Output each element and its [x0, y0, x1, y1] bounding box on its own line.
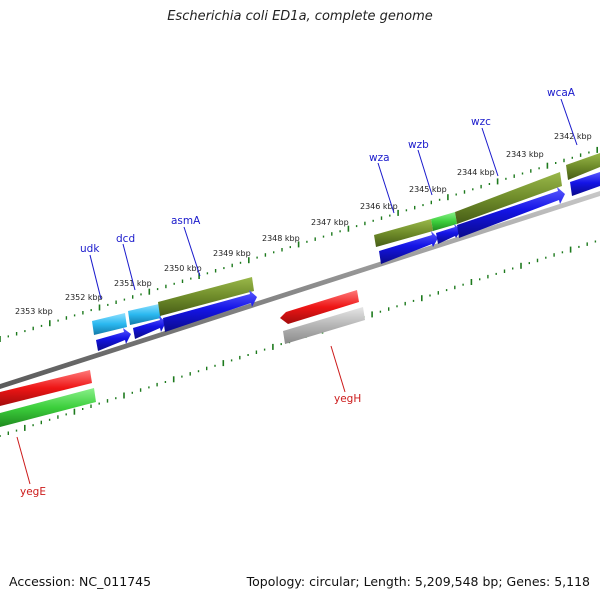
- scale-label-2344: 2344 kbp: [457, 168, 495, 177]
- wzc-leader: [481, 127, 499, 177]
- wza-arrow[interactable]: [379, 231, 438, 264]
- yegH-shadow-feature[interactable]: [283, 307, 365, 344]
- asmA-leader: [183, 226, 201, 277]
- scale-label-2343: 2343 kbp: [506, 150, 544, 159]
- genome-summary: Topology: circular; Length: 5,209,548 bp…: [246, 574, 590, 589]
- scale-label-2347: 2347 kbp: [311, 218, 349, 227]
- gene-labels: udk dcd asmA wza wzb wzc wcaA yegH yegE: [20, 87, 576, 498]
- upper-tick-row: [0, 146, 599, 342]
- map-title: Escherichia coli ED1a, complete genome: [167, 9, 433, 24]
- dcd-leader: [122, 243, 136, 291]
- wzb-arrow[interactable]: [436, 224, 461, 244]
- wzb-leader: [417, 149, 433, 196]
- scale-label-2352: 2352 kbp: [65, 293, 103, 302]
- wcaA-arrow[interactable]: [570, 172, 600, 196]
- forward-features: [92, 153, 600, 335]
- gene-label-yegE[interactable]: yegE: [20, 486, 46, 498]
- wzc-arrow[interactable]: [457, 187, 565, 238]
- reverse-features: [0, 290, 365, 427]
- gene-label-wzc[interactable]: wzc: [471, 116, 491, 128]
- yegE-shadow-feature[interactable]: [0, 388, 96, 427]
- wzc-feature[interactable]: [455, 172, 562, 224]
- yegH-feature[interactable]: [280, 290, 359, 324]
- gene-label-wzb[interactable]: wzb: [408, 139, 429, 151]
- yegE-feature[interactable]: [0, 370, 92, 406]
- udk-leader: [89, 254, 102, 300]
- gene-label-udk[interactable]: udk: [80, 243, 100, 255]
- wcaA-leader: [560, 98, 578, 146]
- scale-label-2348: 2348 kbp: [262, 234, 300, 243]
- asmA-arrow[interactable]: [163, 290, 257, 332]
- yegH-leader: [330, 345, 346, 393]
- scale-labels: 2353 kbp 2352 kbp 2351 kbp 2350 kbp 2349…: [15, 132, 592, 316]
- gene-label-dcd[interactable]: dcd: [116, 233, 135, 245]
- gene-label-wcaA[interactable]: wcaA: [547, 87, 576, 99]
- scale-label-2345: 2345 kbp: [409, 185, 447, 194]
- scale-label-2353: 2353 kbp: [15, 307, 53, 316]
- label-leaders: [16, 98, 578, 485]
- forward-arrows: [96, 172, 600, 351]
- gene-label-wza[interactable]: wza: [369, 152, 390, 164]
- dcd-arrow[interactable]: [133, 316, 166, 339]
- wzb-feature[interactable]: [431, 212, 457, 231]
- scale-label-2346: 2346 kbp: [360, 202, 398, 211]
- scale-label-2350: 2350 kbp: [164, 264, 202, 273]
- wza-leader: [377, 162, 395, 214]
- udk-feature[interactable]: [92, 313, 127, 335]
- scale-label-2349: 2349 kbp: [213, 249, 251, 258]
- dcd-feature[interactable]: [128, 304, 161, 325]
- scale-label-2342: 2342 kbp: [554, 132, 592, 141]
- udk-arrow[interactable]: [96, 328, 131, 351]
- wcaA-feature[interactable]: [566, 153, 600, 180]
- wza-feature[interactable]: [374, 219, 433, 247]
- accession-label: Accession: NC_011745: [9, 574, 152, 589]
- gene-label-yegH[interactable]: yegH: [334, 393, 361, 405]
- genome-backbone: [0, 191, 600, 389]
- yegE-leader: [16, 436, 31, 485]
- asmA-feature[interactable]: [158, 277, 254, 316]
- lower-tick-row: [0, 240, 597, 437]
- gene-label-asmA[interactable]: asmA: [171, 215, 201, 227]
